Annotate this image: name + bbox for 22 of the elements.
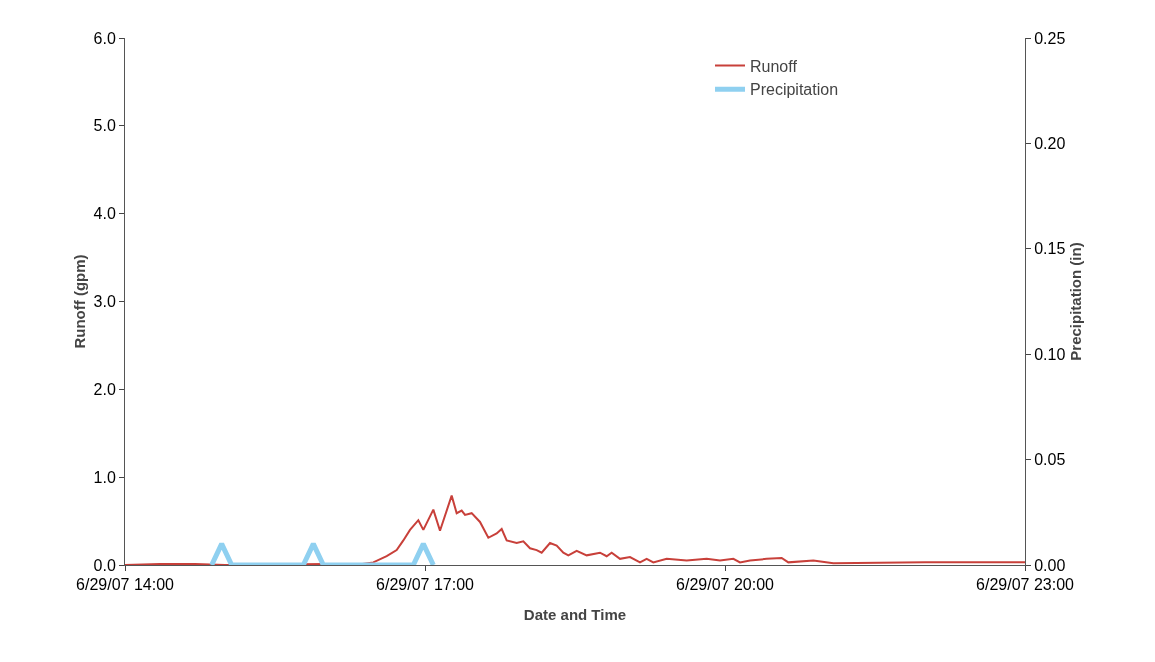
y2-axis-title: Precipitation (in) bbox=[1067, 242, 1085, 361]
y-tick-label: 5.0 bbox=[93, 117, 116, 135]
y2-tick-label: 0.15 bbox=[1034, 240, 1066, 258]
y-tick-label: 2.0 bbox=[93, 380, 116, 398]
legend-label: Runoff bbox=[750, 57, 798, 75]
y-axis-title: Runoff (gpm) bbox=[71, 254, 88, 349]
y2-tick-label: 0.10 bbox=[1034, 345, 1066, 363]
y-tick-label: 4.0 bbox=[93, 205, 116, 223]
y-tick-label: 1.0 bbox=[93, 468, 116, 486]
y2-tick-label: 0.25 bbox=[1034, 29, 1066, 47]
y2-tick-label: 0.05 bbox=[1034, 451, 1066, 469]
y-tick-label: 6.0 bbox=[93, 29, 116, 47]
y2-tick-label: 0.20 bbox=[1034, 135, 1066, 152]
x-tick-label: 6/29/07 20:00 bbox=[676, 576, 775, 594]
y-tick-label: 0.0 bbox=[93, 556, 116, 574]
y2-tick-label: 0.00 bbox=[1034, 556, 1066, 574]
x-axis-title: Date and Time bbox=[523, 606, 627, 623]
x-tick-label: 6/29/07 17:00 bbox=[376, 576, 475, 594]
y-tick-label: 3.0 bbox=[93, 293, 116, 311]
legend-label: Precipitation bbox=[750, 81, 839, 99]
x-tick-label: 6/29/07 23:00 bbox=[976, 576, 1075, 594]
x-tick-label: 6/29/07 14:00 bbox=[76, 576, 175, 594]
